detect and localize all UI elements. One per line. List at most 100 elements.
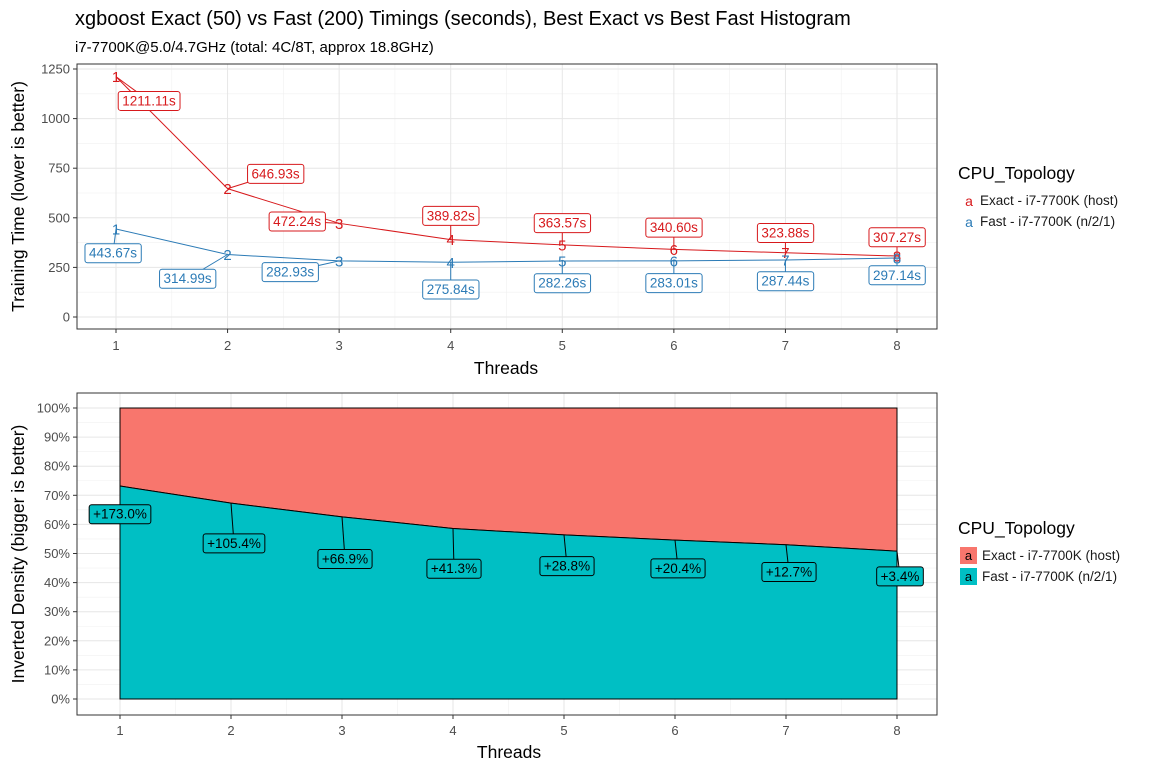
data-label-exact-group: 1211.11s <box>117 90 181 111</box>
data-label-fast: 283.01s <box>650 276 698 291</box>
point-label-exact: 6 <box>670 242 678 259</box>
density-label-box <box>761 561 817 582</box>
data-label-exact-group: 307.27s <box>868 227 926 248</box>
density-label-box <box>876 566 924 587</box>
y-tick-label: 1250 <box>41 62 70 77</box>
legend-key-fast: a <box>960 568 977 585</box>
x-tick-label: 5 <box>559 338 566 353</box>
density-label: +66.9% <box>322 552 368 567</box>
x-tick-label: 6 <box>670 338 677 353</box>
x-tick-label: 2 <box>224 338 231 353</box>
density-label-group: +173.0% <box>88 504 152 525</box>
legend-key-exact: a <box>960 547 977 564</box>
data-label-exact-box <box>868 227 926 248</box>
density-label: +105.4% <box>207 536 261 551</box>
data-label-fast-box <box>868 265 926 286</box>
legend-item-exact: a Exact - i7-7700K (host) <box>958 545 1120 566</box>
x-tick-label: 7 <box>782 723 789 738</box>
density-label-group: +105.4% <box>202 533 266 554</box>
data-label-fast: 282.26s <box>538 276 586 291</box>
x-tick-label: 7 <box>782 338 789 353</box>
point-label-exact: 2 <box>223 181 231 198</box>
data-label-exact-box <box>247 163 305 184</box>
data-label-fast-group: 282.93s <box>261 262 319 283</box>
data-label-fast: 282.93s <box>266 265 314 280</box>
x-axis-label: Threads <box>477 742 541 762</box>
data-label-exact: 1211.11s <box>122 93 176 108</box>
density-label: +41.3% <box>431 561 477 576</box>
data-label-exact-box <box>268 211 326 232</box>
data-label-exact-group: 389.82s <box>422 205 480 226</box>
y-tick-label: 30% <box>44 604 70 619</box>
legend-label-exact: Exact - i7-7700K (host) <box>980 193 1119 208</box>
data-label-exact-box <box>117 90 181 111</box>
density-label: +20.4% <box>655 561 701 576</box>
data-label-fast-box <box>533 273 592 294</box>
legend-label-fast: Fast - i7-7700K (n/2/1) <box>980 214 1116 229</box>
legend-label-exact: Exact - i7-7700K (host) <box>982 548 1121 563</box>
data-label-fast-box <box>645 273 703 294</box>
x-tick-label: 1 <box>112 338 119 353</box>
legend-top: CPU_Topology a Exact - i7-7700K (host) a… <box>958 163 1118 232</box>
data-label-fast-group: 297.14s <box>868 265 926 286</box>
data-label-exact: 389.82s <box>427 208 475 223</box>
data-label-exact: 646.93s <box>252 166 300 181</box>
plot-border <box>76 63 938 330</box>
data-label-fast-group: 443.67s <box>84 243 142 264</box>
density-label-group: +41.3% <box>426 558 482 579</box>
data-label-exact-group: 323.88s <box>756 222 815 243</box>
y-tick-label: 40% <box>44 575 70 590</box>
y-tick-label: 100% <box>37 401 71 416</box>
legend-bottom: CPU_Topology a Exact - i7-7700K (host) a… <box>958 518 1120 587</box>
density-label-group: +28.8% <box>539 556 595 577</box>
area-fast <box>119 485 898 700</box>
y-tick-label: 500 <box>48 210 70 225</box>
density-area-chart: 0% 10% 20% 30% 40% 50% 60% 70% 80% 90% 100% 1 2 3 4 5 6 7… <box>8 392 938 762</box>
y-tick-label: 50% <box>44 546 70 561</box>
y-tick-label: 0% <box>51 692 70 707</box>
x-tick-label: 4 <box>447 338 454 353</box>
data-label-fast-box <box>84 243 142 264</box>
density-label: +173.0% <box>93 507 147 522</box>
data-label-exact-group: 646.93s <box>247 163 305 184</box>
data-label-exact-box <box>645 217 703 238</box>
data-label-exact: 363.57s <box>538 216 586 231</box>
timing-line-chart: 0 250 500 750 1000 1250 1 2 3 4 5 6 7 8 Threads Trainin… <box>8 62 938 378</box>
series-line-fast <box>115 228 898 263</box>
legend-title: CPU_Topology <box>958 163 1075 183</box>
point-label-exact: 5 <box>558 237 566 254</box>
data-label-fast-group: 275.84s <box>422 279 480 300</box>
data-label-fast-group: 282.26s <box>533 273 592 294</box>
y-tick-label: 1000 <box>41 111 70 126</box>
legend-item-exact: a Exact - i7-7700K (host) <box>958 190 1118 211</box>
x-axis-label: Threads <box>474 358 538 378</box>
y-tick-label: 250 <box>48 260 70 275</box>
point-label-fast: 1 <box>112 221 120 238</box>
point-label-exact: 1 <box>112 69 120 86</box>
y-tick-label: 70% <box>44 488 70 503</box>
data-label-exact-group: 363.57s <box>533 213 592 234</box>
x-tick-label: 4 <box>449 723 456 738</box>
data-label-exact-group: 340.60s <box>645 217 703 238</box>
y-tick-label: 60% <box>44 517 70 532</box>
data-label-exact: 323.88s <box>761 225 809 240</box>
x-tick-label: 3 <box>338 723 345 738</box>
legend-item-fast: a Fast - i7-7700K (n/2/1) <box>958 211 1118 232</box>
x-tick-label: 8 <box>893 723 900 738</box>
data-label-fast-box <box>422 279 480 300</box>
legend-item-fast: a Fast - i7-7700K (n/2/1) <box>958 566 1120 587</box>
chart-title: xgboost Exact (50) vs Fast (200) Timings… <box>75 8 851 30</box>
density-label-box <box>539 556 595 577</box>
point-label-exact: 7 <box>781 245 789 262</box>
point-label-exact: 8 <box>893 249 901 266</box>
density-label-box <box>317 549 373 570</box>
data-label-fast: 297.14s <box>873 268 921 283</box>
data-label-exact-box <box>756 222 815 243</box>
legend-key-fast: a <box>965 213 973 230</box>
density-label-box <box>202 533 266 554</box>
data-label-fast-group: 314.99s <box>159 268 217 289</box>
point-label-fast: 4 <box>447 255 455 272</box>
point-label-fast: 6 <box>670 253 678 270</box>
point-label-fast: 8 <box>893 251 901 268</box>
series-line-exact <box>115 76 898 257</box>
